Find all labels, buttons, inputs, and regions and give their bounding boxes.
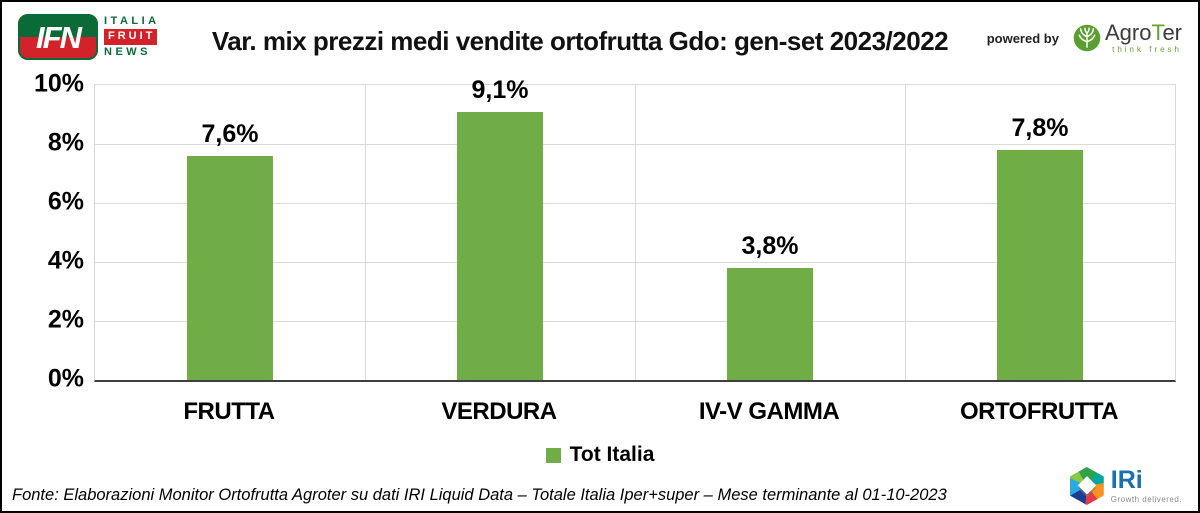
x-axis: FRUTTA VERDURA IV-V GAMMA ORTOFRUTTA [94, 398, 1174, 426]
iri-name: IRi [1110, 466, 1143, 494]
x-axis-label-ortofrutta: ORTOFRUTTA [959, 398, 1119, 425]
gridline-vertical [905, 85, 906, 380]
iri-logo: IRi Growth delivered. [1069, 466, 1182, 505]
iri-tagline: Growth delivered. [1110, 495, 1182, 504]
bar-iv-v-gamma [727, 267, 813, 380]
x-axis-label-iv-v-gamma: IV-V GAMMA [698, 398, 840, 425]
bar-verdura [457, 111, 543, 380]
agroter-name: AgroTer [1104, 20, 1182, 45]
ifn-wordmark: ITALIA FRUIT NEWS [104, 15, 160, 60]
x-axis-label-verdura: VERDURA [441, 398, 557, 425]
y-tick-label: 8% [47, 128, 84, 157]
y-tick-label: 6% [47, 187, 84, 216]
category-column-ortofrutta: 7,8% [905, 85, 1175, 380]
category-column-verdura: 9,1% [365, 76, 635, 380]
plot-area: 7,6% 9,1% 3,8% 7,8% [94, 76, 1176, 382]
agroter-brand: powered by AgroTer think fresh [986, 20, 1182, 55]
ifn-monogram: IFN [36, 19, 82, 55]
y-tick-label: 10% [33, 69, 84, 98]
y-tick-label: 2% [47, 305, 84, 334]
legend-label: Tot Italia [569, 443, 655, 466]
y-axis: 10% 8% 6% 4% 2% 0% [2, 70, 84, 393]
agroter-wordmark: AgroTer think fresh [1104, 20, 1182, 55]
iri-hexagon-icon [1069, 467, 1104, 505]
agroter-tree-icon [1073, 24, 1101, 52]
ifn-word-italia: ITALIA [104, 14, 160, 27]
gridline-vertical [365, 85, 366, 380]
bar-value-label: 7,8% [1011, 113, 1069, 142]
y-tick-label: 4% [47, 246, 84, 275]
powered-by-label: powered by [986, 30, 1059, 46]
bar-frutta [187, 155, 273, 380]
chart-title: Var. mix prezzi medi vendite ortofrutta … [211, 26, 949, 56]
ifn-word-fruit: FRUIT [104, 29, 158, 45]
x-axis-label-frutta: FRUTTA [183, 398, 275, 425]
agroter-tagline: think fresh [1112, 45, 1182, 54]
bar-value-label: 7,6% [201, 119, 259, 148]
gridline-vertical [635, 85, 636, 380]
y-tick-label: 0% [47, 364, 84, 393]
ifn-badge: IFN [18, 14, 98, 60]
source-note: Fonte: Elaborazioni Monitor Ortofrutta A… [12, 486, 947, 504]
bar-value-label: 3,8% [741, 231, 799, 260]
bar-value-label: 9,1% [471, 75, 529, 104]
category-column-frutta: 7,6% [95, 85, 365, 380]
ifn-word-news: NEWS [104, 45, 151, 58]
iri-wordmark: IRi Growth delivered. [1110, 466, 1182, 505]
legend-swatch [545, 447, 561, 463]
category-column-iv-v-gamma: 3,8% [635, 85, 905, 380]
bar-ortofrutta [997, 149, 1083, 380]
ifn-logo: IFN ITALIA FRUIT NEWS [18, 14, 160, 60]
legend: Tot Italia [2, 443, 1198, 467]
